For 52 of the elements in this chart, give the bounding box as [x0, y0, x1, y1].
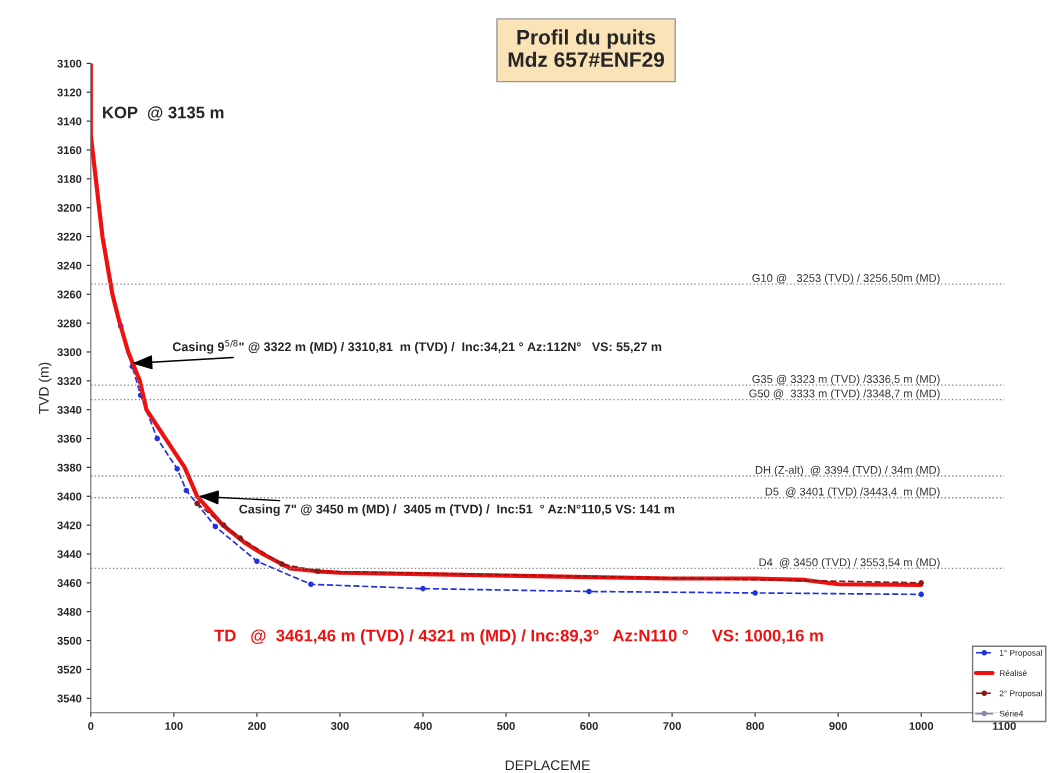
y-tick-label: 3140: [57, 117, 82, 126]
y-tick-label: 3280: [57, 319, 82, 328]
annotation: Casing 7" @ 3450 m (MD) / 3405 m (TVD) / Inc:51 ° Az:N°110,5 VS: 141 m: [239, 504, 675, 517]
x-tick-label: 600: [580, 722, 598, 730]
y-tick-label: 3480: [57, 607, 82, 616]
y-tick-label: 3120: [57, 88, 82, 97]
x-tick-label: 300: [330, 722, 349, 730]
x-tick-label: 500: [497, 722, 515, 730]
ref-line-label: G35 @ 3323 m (TVD) /3336,5 m (MD): [752, 374, 940, 386]
y-tick-label: 3340: [57, 405, 82, 414]
y-tick-label: 3260: [57, 290, 82, 299]
y-axis-title: TVD (m): [38, 362, 52, 414]
y-tick-label: 3460: [57, 579, 82, 587]
ref-line-label: D4 @ 3450 (TVD) / 3553,54 m (MD): [759, 558, 940, 569]
ref-line-label: G50 @ 3333 m (TVD) /3348,7 m (MD): [749, 389, 940, 400]
legend-label: 2° Proposal: [999, 690, 1042, 698]
x-tick-label: 1000: [909, 722, 934, 730]
x-axis-title: DEPLACEME: [505, 760, 590, 771]
x-tick-label: 400: [413, 722, 432, 730]
ref-line-label: DH (Z-alt) @ 3394 (TVD) / 34m (MD): [755, 465, 940, 477]
y-tick-label: 3440: [57, 550, 82, 559]
legend-label: 1° Proposal: [999, 649, 1042, 658]
y-tick-label: 3380: [57, 463, 82, 472]
x-tick-label: 900: [829, 722, 847, 730]
y-tick-label: 3240: [57, 261, 82, 270]
y-tick-label: 3200: [57, 203, 82, 212]
y-tick-label: 3180: [57, 175, 82, 183]
y-tick-label: 3100: [57, 59, 82, 68]
y-tick-label: 3220: [57, 232, 82, 241]
x-tick-label: 800: [746, 722, 764, 730]
legend-label: Réalisé: [999, 669, 1027, 677]
y-tick-label: 3540: [57, 694, 82, 703]
y-tick-label: 3420: [57, 521, 82, 530]
legend-label: Série4: [999, 710, 1024, 717]
x-tick-label: 200: [248, 722, 266, 730]
y-tick-label: 3360: [57, 434, 82, 443]
y-tick-label: 3160: [57, 146, 82, 155]
annotation: Casing 9$^{5/8}$" @ 3322 m (MD) / 3310,81 m (TVD) / Inc:34,21 ° Az:112N° VS: 55,27 m: [172, 339, 662, 354]
annotation: KOP @ 3135 m: [103, 106, 224, 121]
x-tick-label: 0: [88, 722, 94, 730]
y-tick-label: 3300: [57, 348, 82, 357]
y-tick-label: 3400: [57, 492, 82, 501]
x-tick-label: 1100: [992, 722, 1016, 730]
y-tick-label: 3320: [57, 377, 82, 385]
y-tick-label: 3500: [57, 636, 82, 645]
chart-title: Profil du puits Mdz 657#ENF29: [508, 29, 665, 68]
x-tick-label: 700: [663, 722, 681, 730]
y-tick-label: 3520: [57, 665, 82, 674]
annotation: TD @ 3461,46 m (TVD) / 4321 m (MD) / Inc:89,3° Az:N110 ° VS: 1000,16 m: [214, 629, 823, 645]
x-tick-label: 100: [165, 722, 183, 730]
ref-line-label: D5 @ 3401 (TVD) /3443,4 m (MD): [765, 487, 940, 498]
ref-line-label: G10 @ 3253 (TVD) / 3256,50m (MD): [752, 273, 940, 285]
